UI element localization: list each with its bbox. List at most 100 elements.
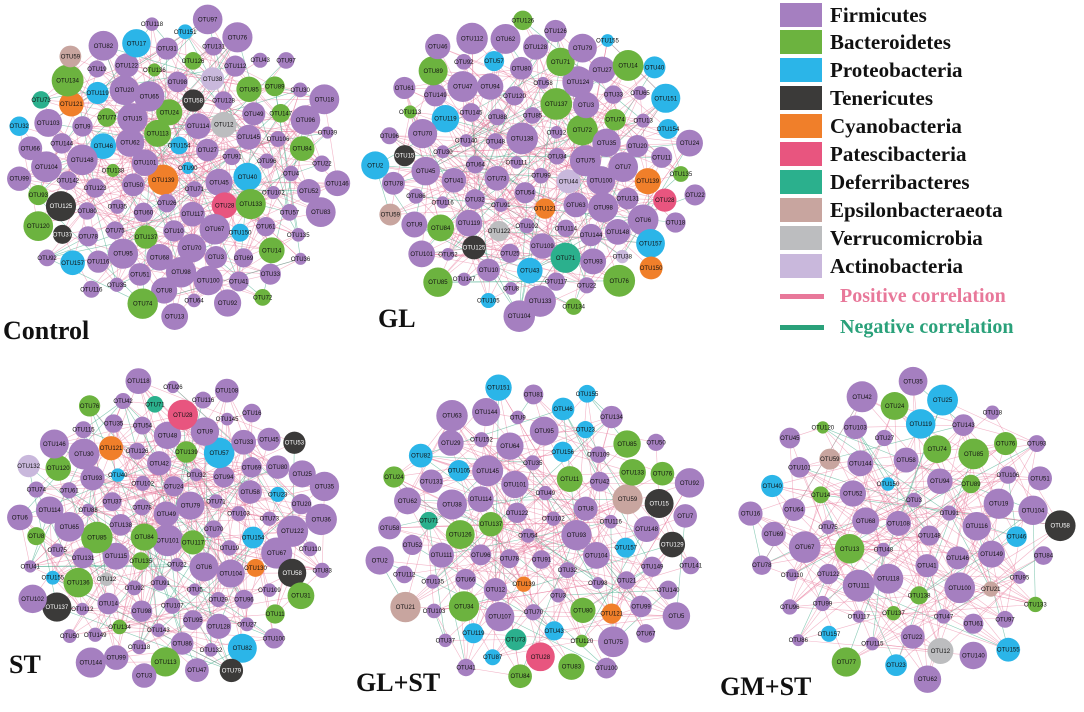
- node-label: OTU72: [573, 128, 593, 134]
- node-label: OTU106: [997, 473, 1020, 479]
- otu-node: OTU137: [479, 512, 503, 536]
- node-label: OTU35: [104, 422, 124, 428]
- node-label: OTU26: [157, 201, 177, 207]
- node-label: OTU12: [931, 649, 951, 655]
- node-label: OTU25: [293, 472, 313, 478]
- otu-node: OTU12: [484, 578, 507, 601]
- tenericutes-swatch: [780, 86, 822, 110]
- label-st: ST: [9, 652, 41, 678]
- node-label: OTU93: [1027, 442, 1047, 448]
- node-label: OTU151: [654, 96, 677, 102]
- node-label: OTU35: [107, 283, 127, 289]
- node-label: OTU111: [431, 553, 453, 559]
- node-label: OTU147: [269, 111, 292, 117]
- otu-node: OTU118: [141, 17, 164, 31]
- node-label: OTU140: [455, 139, 478, 145]
- node-label: OTU74: [27, 488, 47, 494]
- otu-node: OTU120: [571, 635, 594, 648]
- node-label: OTU139: [152, 178, 175, 184]
- node-label: OTU66: [21, 146, 41, 152]
- node-label: OTU22: [577, 283, 597, 289]
- otu-node: OTU149: [978, 541, 1005, 568]
- otu-node: OTU36: [291, 253, 311, 265]
- node-label: OTU114: [555, 226, 578, 232]
- node-label: OTU133: [239, 202, 262, 208]
- node-label: OTU33: [261, 272, 281, 278]
- otu-node: OTU74: [27, 482, 47, 498]
- node-label: OTU120: [47, 466, 70, 472]
- node-label: OTU105: [477, 298, 500, 304]
- node-label: OTU91: [222, 155, 242, 161]
- node-label: OTU46: [94, 144, 114, 150]
- node-label: OTU105: [448, 469, 471, 475]
- node-label: OTU14: [262, 248, 282, 254]
- node-label: OTU34: [454, 604, 474, 610]
- node-label: OTU143: [952, 423, 975, 429]
- otu-node: OTU84: [290, 136, 315, 161]
- otu-node: OTU145: [472, 455, 503, 486]
- otu-node: OTU116: [962, 512, 991, 541]
- network-gm-st: OTU108OTU148OTU48OTU3OTU41OTU68OTU91OTU1…: [738, 367, 1075, 693]
- otu-node: OTU73: [485, 166, 510, 191]
- node-label: OTU75: [105, 228, 125, 234]
- node-label: OTU114: [470, 497, 493, 503]
- legend-label: Epsilonbacteraeota: [830, 198, 1003, 223]
- otu-node: OTU149: [641, 557, 664, 577]
- node-label: OTU104: [585, 553, 608, 559]
- node-label: OTU72: [253, 295, 273, 301]
- legend-label: Firmicutes: [830, 3, 927, 28]
- node-label: OTU135: [421, 580, 444, 586]
- node-label: OTU89: [265, 84, 285, 90]
- node-label: OTU117: [181, 212, 204, 218]
- node-label: OTU18: [315, 97, 335, 103]
- otu-node: OTU79: [220, 659, 243, 682]
- node-label: OTU9: [406, 222, 423, 228]
- node-label: OTU125: [50, 204, 73, 210]
- node-label: OTU84: [292, 147, 312, 153]
- node-label: OTU87: [483, 655, 503, 661]
- node-label: OTU58: [896, 458, 916, 464]
- node-label: OTU115: [861, 642, 884, 648]
- node-label: OTU137: [480, 522, 503, 528]
- node-label: OTU52: [299, 189, 319, 195]
- node-label: OTU114: [187, 124, 210, 130]
- node-label: OTU19: [989, 502, 1009, 508]
- node-label: OTU67: [267, 551, 287, 557]
- node-label: OTU122: [817, 572, 840, 578]
- otu-node: OTU39: [318, 126, 338, 138]
- node-label: OTU30: [290, 88, 310, 94]
- node-label: OTU20: [628, 144, 648, 150]
- node-label: OTU43: [544, 629, 564, 635]
- otu-node: OTU155: [996, 638, 1020, 662]
- otu-node: OTU102: [18, 585, 46, 613]
- legend-label: Bacteroidetes: [830, 30, 951, 55]
- otu-node: OTU73: [505, 629, 527, 651]
- node-label: OTU96: [780, 605, 800, 611]
- node-label: OTU96: [257, 159, 277, 165]
- node-label: OTU117: [848, 615, 871, 621]
- otu-node: OTU148: [634, 516, 660, 542]
- node-label: OTU32: [10, 124, 30, 130]
- node-label: OTU32: [186, 473, 206, 479]
- otu-node: OTU156: [551, 442, 574, 462]
- node-label: OTU44: [559, 179, 579, 185]
- node-label: OTU70: [524, 610, 544, 616]
- otu-node: OTU17: [122, 29, 150, 57]
- otu-node: OTU103: [423, 604, 446, 619]
- node-label: OTU115: [105, 554, 128, 560]
- node-label: OTU30: [433, 150, 453, 156]
- otu-node: OTU24: [676, 130, 703, 157]
- node-label: OTU112: [393, 572, 416, 578]
- node-label: OTU80: [77, 209, 97, 215]
- node-label: OTU146: [43, 442, 66, 448]
- node-label: OTU154: [168, 144, 191, 150]
- node-label: OTU148: [918, 534, 941, 540]
- node-label: OTU131: [420, 479, 443, 485]
- otu-node: OTU93: [80, 466, 104, 490]
- node-label: OTU12: [547, 130, 567, 136]
- otu-node: OTU155: [596, 34, 619, 47]
- otu-node: OTU140: [960, 642, 988, 670]
- otu-node: OTU61: [393, 77, 415, 99]
- otu-node: OTU59: [379, 204, 401, 226]
- node-label: OTU40: [238, 175, 258, 181]
